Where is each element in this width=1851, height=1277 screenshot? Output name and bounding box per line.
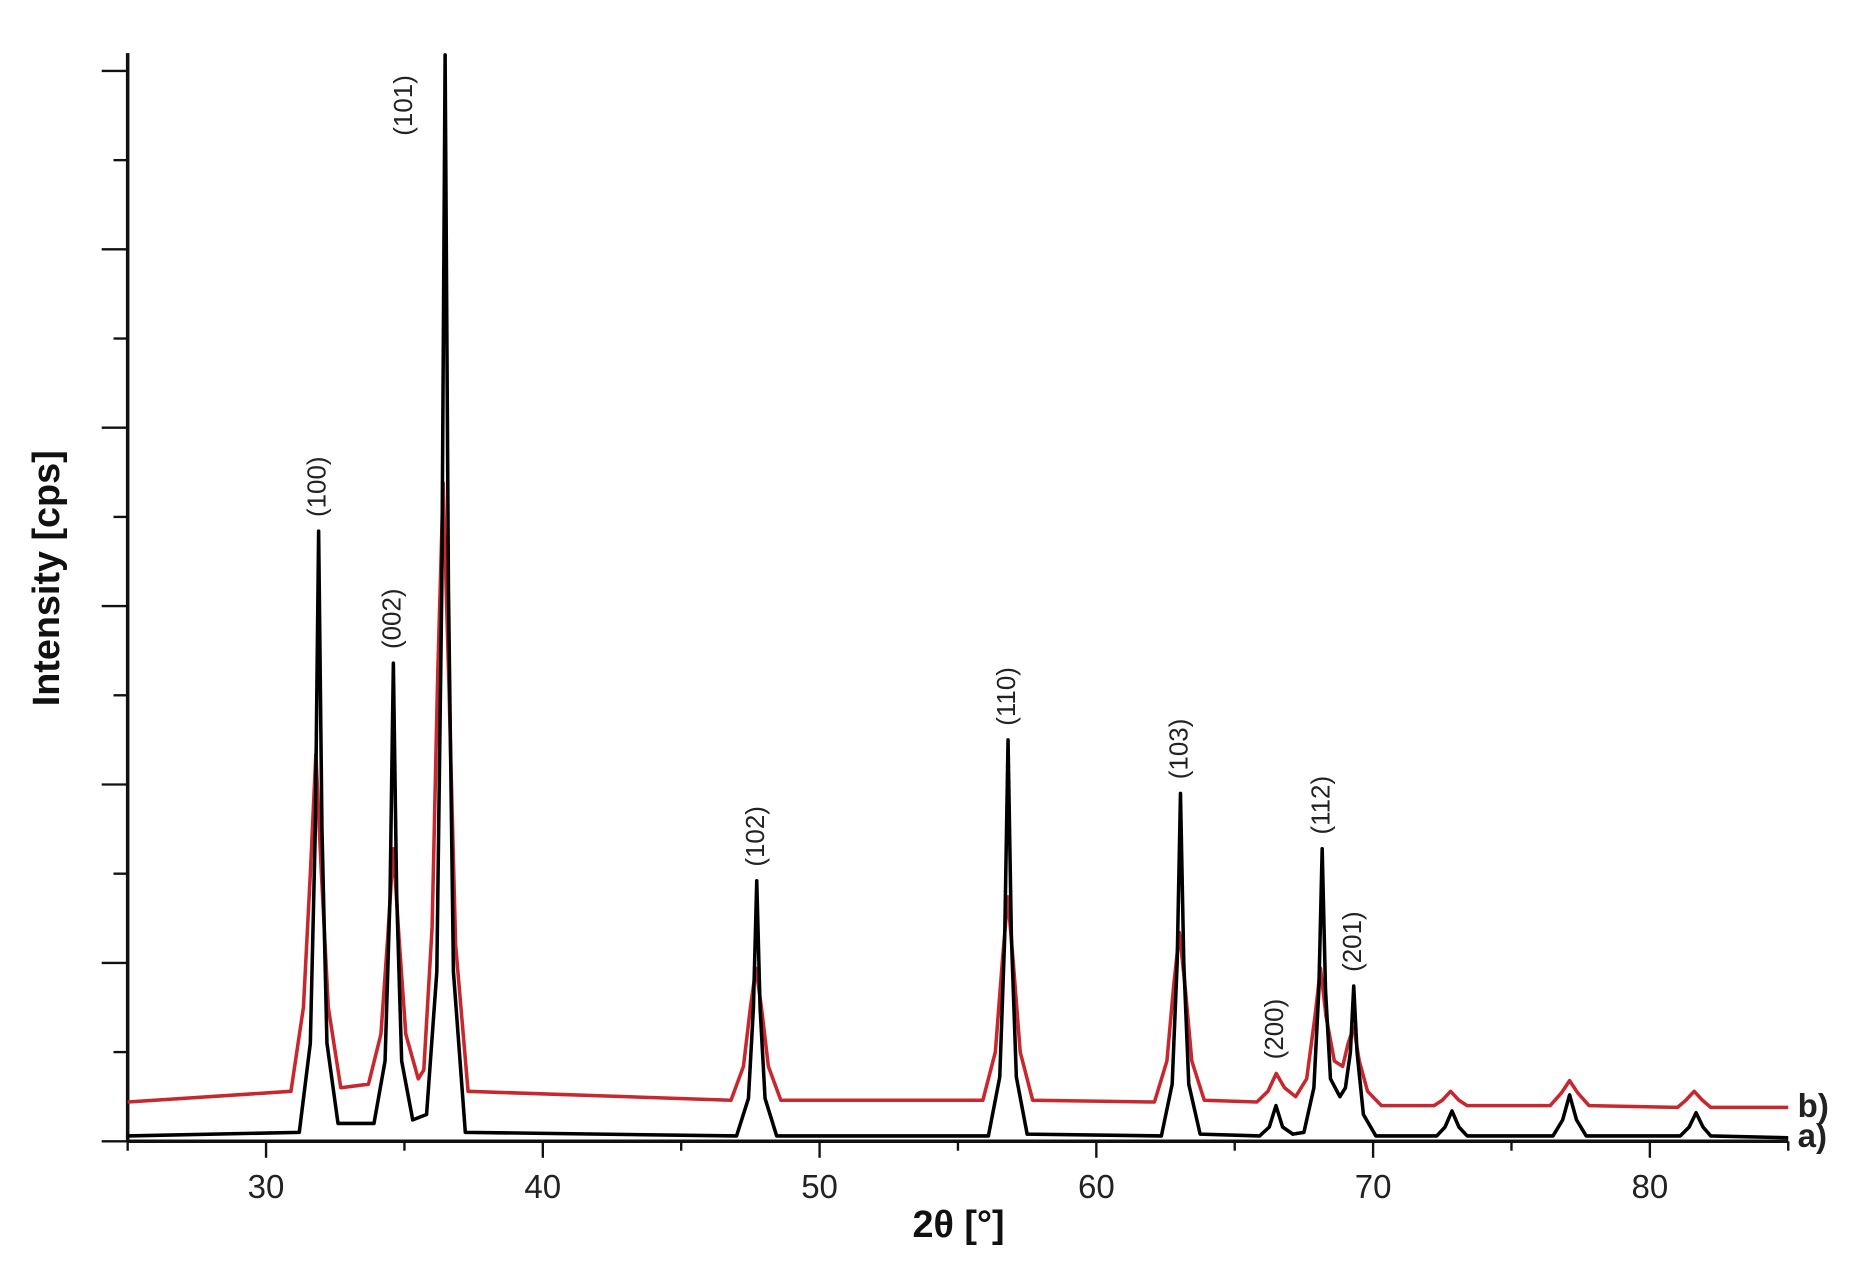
peak-label: (002) <box>376 588 406 649</box>
series-line <box>127 53 1789 1140</box>
peak-label: (200) <box>1259 999 1289 1060</box>
peak-label: (100) <box>302 456 332 517</box>
series-label: a) <box>1798 1118 1827 1155</box>
x-tick-label: 60 <box>1078 1169 1115 1206</box>
peak-label: (201) <box>1337 911 1367 972</box>
x-tick-label: 50 <box>801 1169 838 1206</box>
peak-label: (103) <box>1164 719 1194 780</box>
peak-label: (101) <box>388 75 418 136</box>
series-line <box>127 481 1789 1110</box>
peak-label: (110) <box>991 667 1021 726</box>
x-tick-label: 70 <box>1355 1169 1392 1206</box>
x-tick-label: 80 <box>1631 1169 1668 1206</box>
peak-label: (102) <box>740 806 770 867</box>
peak-label: (112) <box>1305 776 1335 835</box>
x-axis-title: 2θ [°] <box>912 1204 1004 1246</box>
y-axis-title: Intensity [cps] <box>26 450 68 706</box>
x-tick-label: 30 <box>248 1169 285 1206</box>
series-label: b) <box>1798 1088 1829 1125</box>
x-tick-label: 40 <box>524 1169 561 1206</box>
